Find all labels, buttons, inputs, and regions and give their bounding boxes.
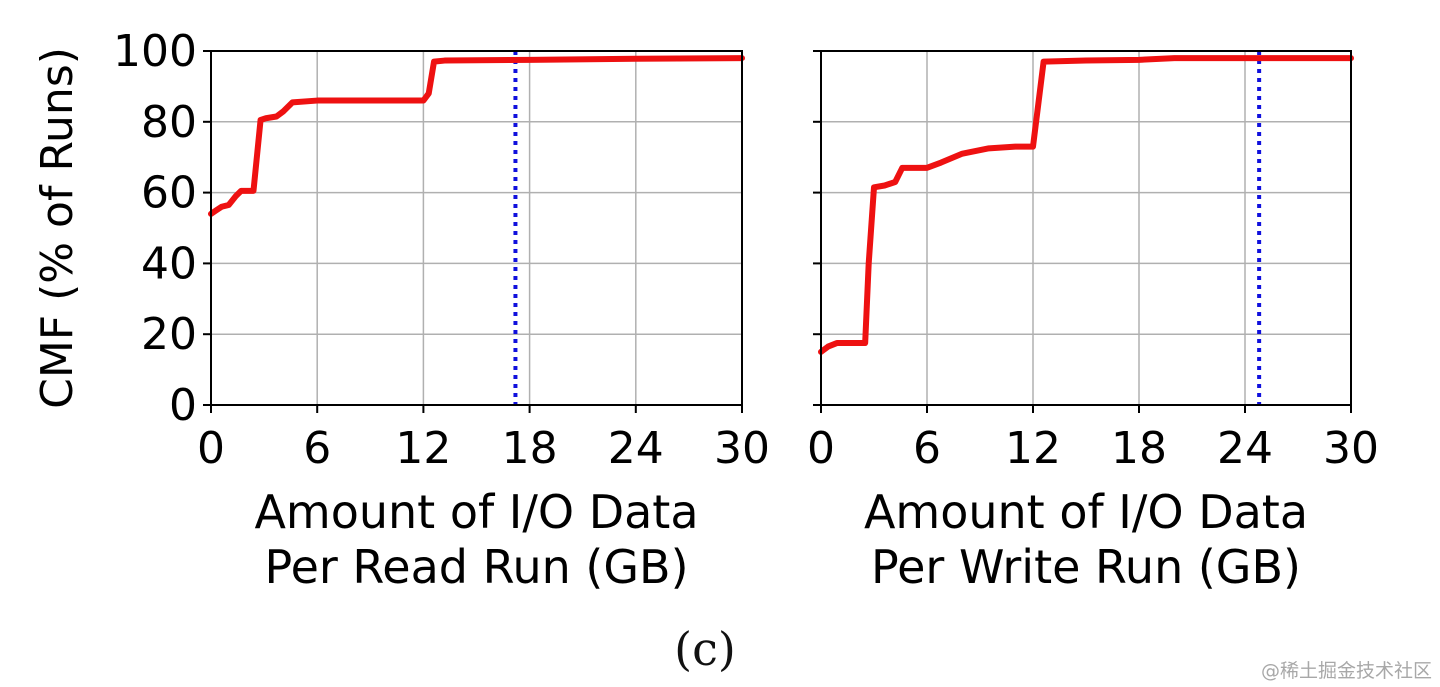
cmf-series-line: [208, 55, 745, 217]
cmf-series-line: [818, 55, 1354, 355]
x-tick-label: 24: [608, 423, 664, 474]
x-tick-label: 18: [502, 423, 558, 474]
x-axis-label: Amount of I/O Data: [864, 485, 1308, 539]
plot-frame: [210, 50, 743, 406]
watermark: @稀土掘金技术社区: [1260, 660, 1432, 682]
x-tick-label: 24: [1217, 423, 1273, 474]
y-tick-label: 100: [113, 26, 197, 77]
y-tick-label: 0: [169, 380, 197, 431]
x-tick-label: 0: [807, 423, 835, 474]
x-axis-label: Per Read Run (GB): [264, 540, 688, 594]
chart-panel-1: 0 6 12 18 24 30 0 20 40 60 80 100 Amount of I/O Data…: [32, 26, 770, 594]
x-axis-label: Per Write Run (GB): [871, 540, 1301, 594]
y-tick-label: 60: [141, 168, 197, 219]
x-tick-label: 18: [1111, 423, 1167, 474]
x-tick-label: 12: [1005, 423, 1061, 474]
x-tick-label: 12: [395, 423, 451, 474]
x-tick-label: 30: [1323, 423, 1379, 474]
x-axis-label: Amount of I/O Data: [254, 485, 698, 539]
x-tick-label: 30: [714, 423, 770, 474]
plot-frame: [820, 50, 1352, 406]
y-tick-label: 40: [141, 238, 197, 289]
x-tick-label: 6: [913, 423, 941, 474]
x-tick-label: 0: [197, 423, 225, 474]
y-tick-label: 20: [141, 309, 197, 360]
y-axis-label: CMF (% of Runs): [32, 47, 83, 409]
x-tick-label: 6: [303, 423, 331, 474]
y-tick-label: 80: [141, 97, 197, 148]
figure-caption: (c): [674, 622, 736, 676]
